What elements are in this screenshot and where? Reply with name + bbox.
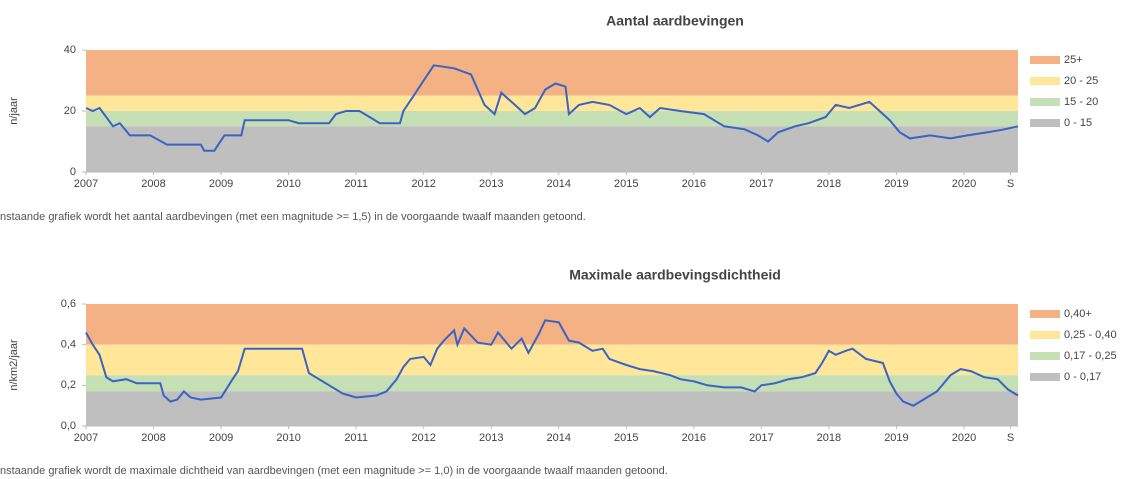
legend-label: 20 - 25 <box>1064 75 1098 87</box>
y-axis-label: n/jaar <box>8 97 20 125</box>
x-tick-label: 2018 <box>817 432 841 444</box>
band <box>86 344 1018 376</box>
legend-swatch <box>1030 352 1060 360</box>
legend-swatch <box>1030 119 1060 127</box>
x-tick-label: 2013 <box>479 178 503 190</box>
x-tick-label: 2011 <box>344 178 368 190</box>
x-tick-label: 2017 <box>749 432 773 444</box>
x-tick-label: 2008 <box>141 178 165 190</box>
x-tick-label: 2011 <box>344 432 368 444</box>
legend-swatch <box>1030 373 1060 381</box>
legend-swatch <box>1030 56 1060 64</box>
x-tick-label: S <box>1007 178 1014 190</box>
band <box>86 50 1018 96</box>
x-tick-label: 2009 <box>209 432 233 444</box>
x-tick-label: 2017 <box>749 178 773 190</box>
x-tick-label: 2009 <box>209 178 233 190</box>
x-tick-label: 2014 <box>547 178 571 190</box>
x-tick-label: 2019 <box>884 178 908 190</box>
caption: nstaande grafiek wordt de maximale dicht… <box>0 465 668 477</box>
x-tick-label: 2013 <box>479 432 503 444</box>
legend-swatch <box>1030 310 1060 318</box>
caption: nstaande grafiek wordt het aantal aardbe… <box>0 211 586 223</box>
y-tick-label: 0,4 <box>61 339 76 351</box>
x-tick-label: 2012 <box>411 178 435 190</box>
legend-label: 0,17 - 0,25 <box>1064 350 1117 362</box>
band <box>86 304 1018 345</box>
x-tick-label: 2014 <box>547 432 571 444</box>
x-tick-label: 2016 <box>682 178 706 190</box>
y-tick-label: 0,0 <box>61 420 76 432</box>
y-tick-label: 40 <box>64 44 76 56</box>
legend-label: 0,40+ <box>1064 308 1092 320</box>
band <box>86 126 1018 172</box>
x-tick-label: 2019 <box>884 432 908 444</box>
x-tick-label: 2012 <box>411 432 435 444</box>
legend-swatch <box>1030 331 1060 339</box>
x-tick-label: 2007 <box>74 432 98 444</box>
x-tick-label: 2020 <box>952 432 976 444</box>
legend-label: 0 - 0,17 <box>1064 371 1101 383</box>
legend-swatch <box>1030 98 1060 106</box>
x-tick-label: 2008 <box>141 432 165 444</box>
y-tick-label: 0,2 <box>61 379 76 391</box>
y-tick-label: 0,6 <box>61 298 76 310</box>
chart-title: Aantal aardbevingen <box>606 13 744 29</box>
x-tick-label: 2007 <box>74 178 98 190</box>
data-line <box>85 319 1019 407</box>
x-tick-label: 2010 <box>276 178 300 190</box>
legend-label: 15 - 20 <box>1064 96 1098 108</box>
x-tick-label: 2015 <box>614 432 638 444</box>
x-tick-label: 2015 <box>614 178 638 190</box>
legend-label: 0 - 15 <box>1064 117 1092 129</box>
band <box>86 111 1018 127</box>
legend-label: 0,25 - 0,40 <box>1064 329 1117 341</box>
data-line <box>85 64 1019 152</box>
y-axis-label: n/km2/jaar <box>8 339 20 391</box>
x-tick-label: 2016 <box>682 432 706 444</box>
y-tick-label: 0 <box>70 166 76 178</box>
x-tick-label: S <box>1007 432 1014 444</box>
chart-title: Maximale aardbevingsdichtheid <box>569 267 781 283</box>
legend-swatch <box>1030 77 1060 85</box>
x-tick-label: 2020 <box>952 178 976 190</box>
x-tick-label: 2018 <box>817 178 841 190</box>
band <box>86 95 1018 111</box>
x-tick-label: 2010 <box>276 432 300 444</box>
legend-label: 25+ <box>1064 54 1083 66</box>
band <box>86 391 1018 426</box>
y-tick-label: 20 <box>64 105 76 117</box>
